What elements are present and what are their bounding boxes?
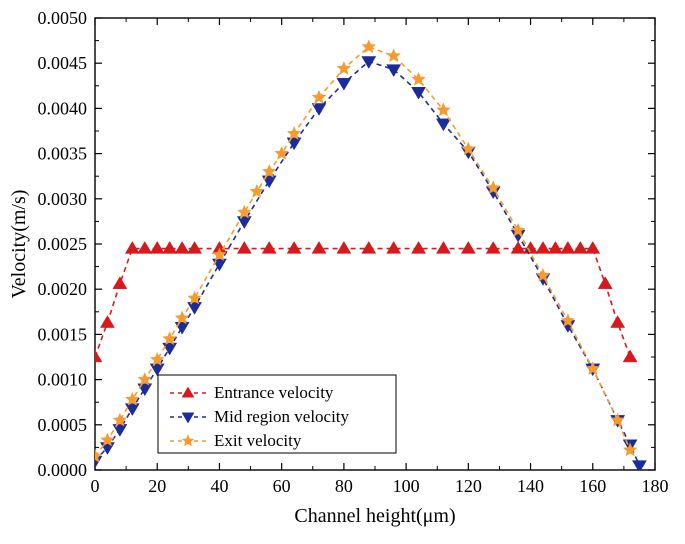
velocity-profile-chart: 0 20 40 60 80 100 120 140 160 180 0.0000 0.0005 0.00… xyxy=(0,0,685,544)
plot-frame xyxy=(95,18,655,470)
legend-label: Exit velocity xyxy=(214,431,302,450)
x-tick-label: 100 xyxy=(393,476,420,496)
y-tick-label: 0.0045 xyxy=(38,53,88,73)
y-tick-label: 0.0010 xyxy=(38,370,88,390)
y-tick-label: 0.0015 xyxy=(38,324,88,344)
y-axis-label: Velocity(m/s) xyxy=(8,190,30,299)
y-tick-label: 0.0050 xyxy=(38,8,88,28)
x-tick-label: 160 xyxy=(579,476,606,496)
y-tick-label: 0.0030 xyxy=(38,189,88,209)
x-tick-label: 0 xyxy=(91,476,100,496)
y-tick-label: 0.0025 xyxy=(38,234,88,254)
series-line xyxy=(95,249,630,357)
x-tick-label: 80 xyxy=(335,476,353,496)
x-axis-label: Channel height(μm) xyxy=(294,505,455,527)
x-tick-label: 40 xyxy=(210,476,228,496)
y-tick-label: 0.0040 xyxy=(38,98,88,118)
y-tick-label: 0.0035 xyxy=(38,144,88,164)
x-tick-label: 60 xyxy=(273,476,291,496)
x-tick-label: 20 xyxy=(148,476,166,496)
legend-label: Entrance velocity xyxy=(214,383,334,402)
y-tick-label: 0.0020 xyxy=(38,279,88,299)
y-tick-label: 0.0000 xyxy=(38,460,88,480)
y-tick-label: 0.0005 xyxy=(38,415,88,435)
chart-svg: 0 20 40 60 80 100 120 140 160 180 0.0000 0.0005 0.00… xyxy=(0,0,685,544)
x-tick-label: 120 xyxy=(455,476,482,496)
x-tick-label: 140 xyxy=(517,476,544,496)
series-line xyxy=(95,61,639,465)
plot-data-group xyxy=(88,40,646,473)
legend-label: Mid region velocity xyxy=(214,407,350,426)
x-tick-label: 180 xyxy=(642,476,669,496)
